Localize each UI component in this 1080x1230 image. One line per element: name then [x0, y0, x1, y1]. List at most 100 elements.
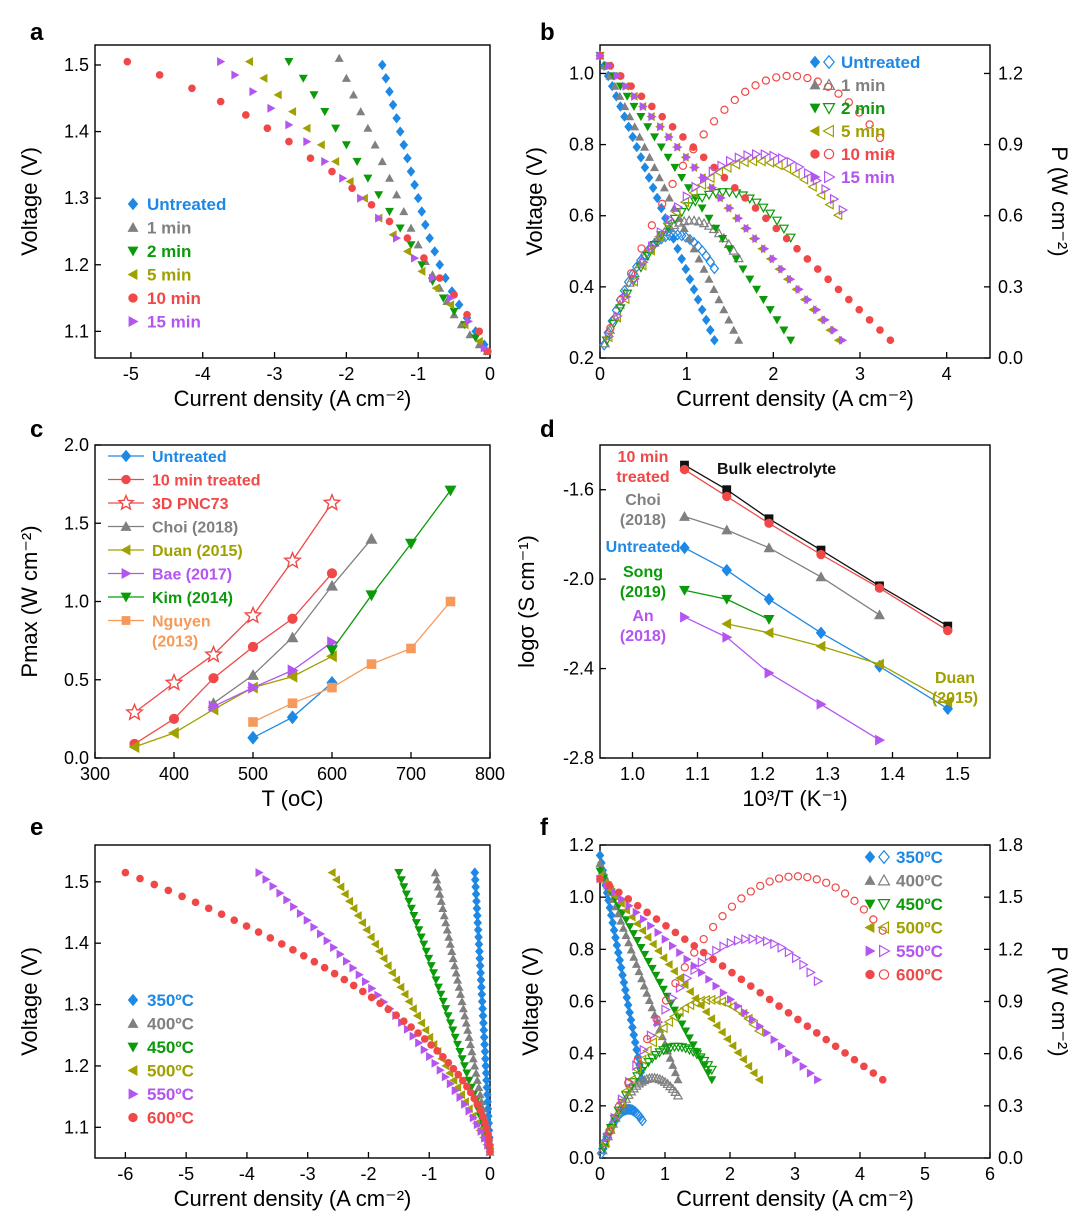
- legend-label: 10 min treated: [152, 473, 260, 490]
- power-point: [654, 1073, 666, 1084]
- power-point: [710, 189, 722, 199]
- iv-point: [668, 1060, 678, 1069]
- x-axis-label: Current density (A cm⁻²): [174, 1186, 412, 1211]
- legend-marker: [810, 171, 821, 183]
- iv-point: [651, 971, 661, 980]
- power-point: [626, 1103, 636, 1116]
- data-point: [482, 1082, 492, 1093]
- data-point: [414, 926, 424, 935]
- data-point: [461, 1018, 471, 1027]
- data-point: [336, 949, 345, 959]
- x-tick-label: 0: [595, 364, 605, 384]
- power-point: [708, 922, 718, 932]
- power-point: [772, 73, 781, 82]
- iv-point: [629, 930, 638, 939]
- iv-point: [596, 875, 604, 883]
- power-point: [650, 1050, 662, 1061]
- data-point: [353, 911, 362, 921]
- data-point: [249, 87, 258, 97]
- data-point: [393, 233, 402, 243]
- power-point: [713, 227, 725, 238]
- data-point: [377, 157, 387, 166]
- legend-marker: [865, 969, 875, 980]
- data-point: [429, 969, 439, 978]
- power-point: [755, 934, 766, 945]
- data-point: [349, 903, 358, 913]
- iv-point: [681, 263, 691, 275]
- power-point: [656, 233, 667, 245]
- legend-label: Nguyen: [152, 614, 211, 631]
- data-point: [385, 173, 394, 182]
- power-point: [624, 1084, 636, 1094]
- power-point: [758, 203, 769, 214]
- y2-tick-label: 0.9: [998, 992, 1023, 1012]
- iv-point: [841, 1049, 849, 1057]
- iv-point: [665, 132, 674, 142]
- data-point: [472, 903, 482, 914]
- iv-point: [637, 92, 646, 101]
- iv-point: [621, 930, 631, 939]
- series-line: [134, 572, 333, 745]
- data-point: [721, 563, 732, 577]
- data-point: [383, 961, 392, 971]
- data-point: [395, 224, 405, 233]
- data-point: [320, 963, 329, 972]
- iv-point: [694, 254, 704, 263]
- power-point: [611, 312, 622, 323]
- y-tick-label: 0.5: [64, 670, 89, 690]
- y-axis-label: logσ (S cm⁻¹): [514, 535, 539, 668]
- iv-point: [772, 316, 782, 325]
- power-point: [807, 181, 817, 193]
- iv-point: [793, 244, 801, 253]
- data-point: [463, 1082, 471, 1091]
- iv-point: [658, 985, 668, 994]
- data-point: [763, 615, 775, 625]
- power-point: [690, 964, 700, 976]
- data-point: [454, 1070, 463, 1079]
- data-point: [402, 246, 411, 256]
- power-point: [617, 1094, 628, 1105]
- data-point: [385, 217, 394, 226]
- iv-point: [813, 305, 822, 315]
- power-point: [831, 883, 840, 892]
- panel-d: d 1.0 1.1 1.2 1.3 1.4 1.5 -1.6 -2.0 -2.4 -2.8 Bulk …: [514, 416, 991, 811]
- data-point: [296, 909, 305, 918]
- data-point: [321, 157, 330, 166]
- data-point: [409, 912, 419, 921]
- power-point: [718, 912, 727, 921]
- legend-label: 500ºC: [147, 1062, 194, 1081]
- y-axis-label: Voltage (V): [17, 947, 42, 1056]
- power-point: [855, 108, 864, 117]
- data-point: [438, 294, 448, 303]
- power-point: [658, 1022, 668, 1034]
- iv-point: [772, 224, 781, 233]
- iv-point: [618, 923, 628, 932]
- data-point: [486, 1148, 494, 1156]
- iv-point: [706, 324, 715, 336]
- x-tick-label: 1: [660, 1164, 670, 1184]
- power-point: [656, 226, 667, 238]
- legend-marker: [117, 493, 135, 511]
- power-point: [702, 1061, 714, 1071]
- data-point: [456, 989, 465, 998]
- x-tick-label: -4: [239, 1164, 255, 1184]
- data-point: [460, 1062, 469, 1071]
- iv-point: [626, 1014, 636, 1026]
- data-point: [424, 954, 434, 963]
- iv-point: [607, 910, 616, 921]
- legend-marker: [128, 1088, 139, 1100]
- power-point: [743, 149, 753, 161]
- data-point: [385, 207, 394, 216]
- data-point: [164, 672, 184, 691]
- legend-label: 350ºC: [896, 848, 943, 867]
- power-point: [621, 291, 632, 303]
- data-point: [406, 166, 416, 177]
- data-point: [451, 1086, 460, 1096]
- power-point: [668, 179, 677, 189]
- x-tick-label: -2: [360, 1164, 376, 1184]
- data-point: [447, 946, 457, 955]
- data-point: [394, 869, 404, 878]
- data-point: [331, 875, 340, 885]
- data-point: [247, 730, 259, 745]
- data-point: [289, 946, 297, 954]
